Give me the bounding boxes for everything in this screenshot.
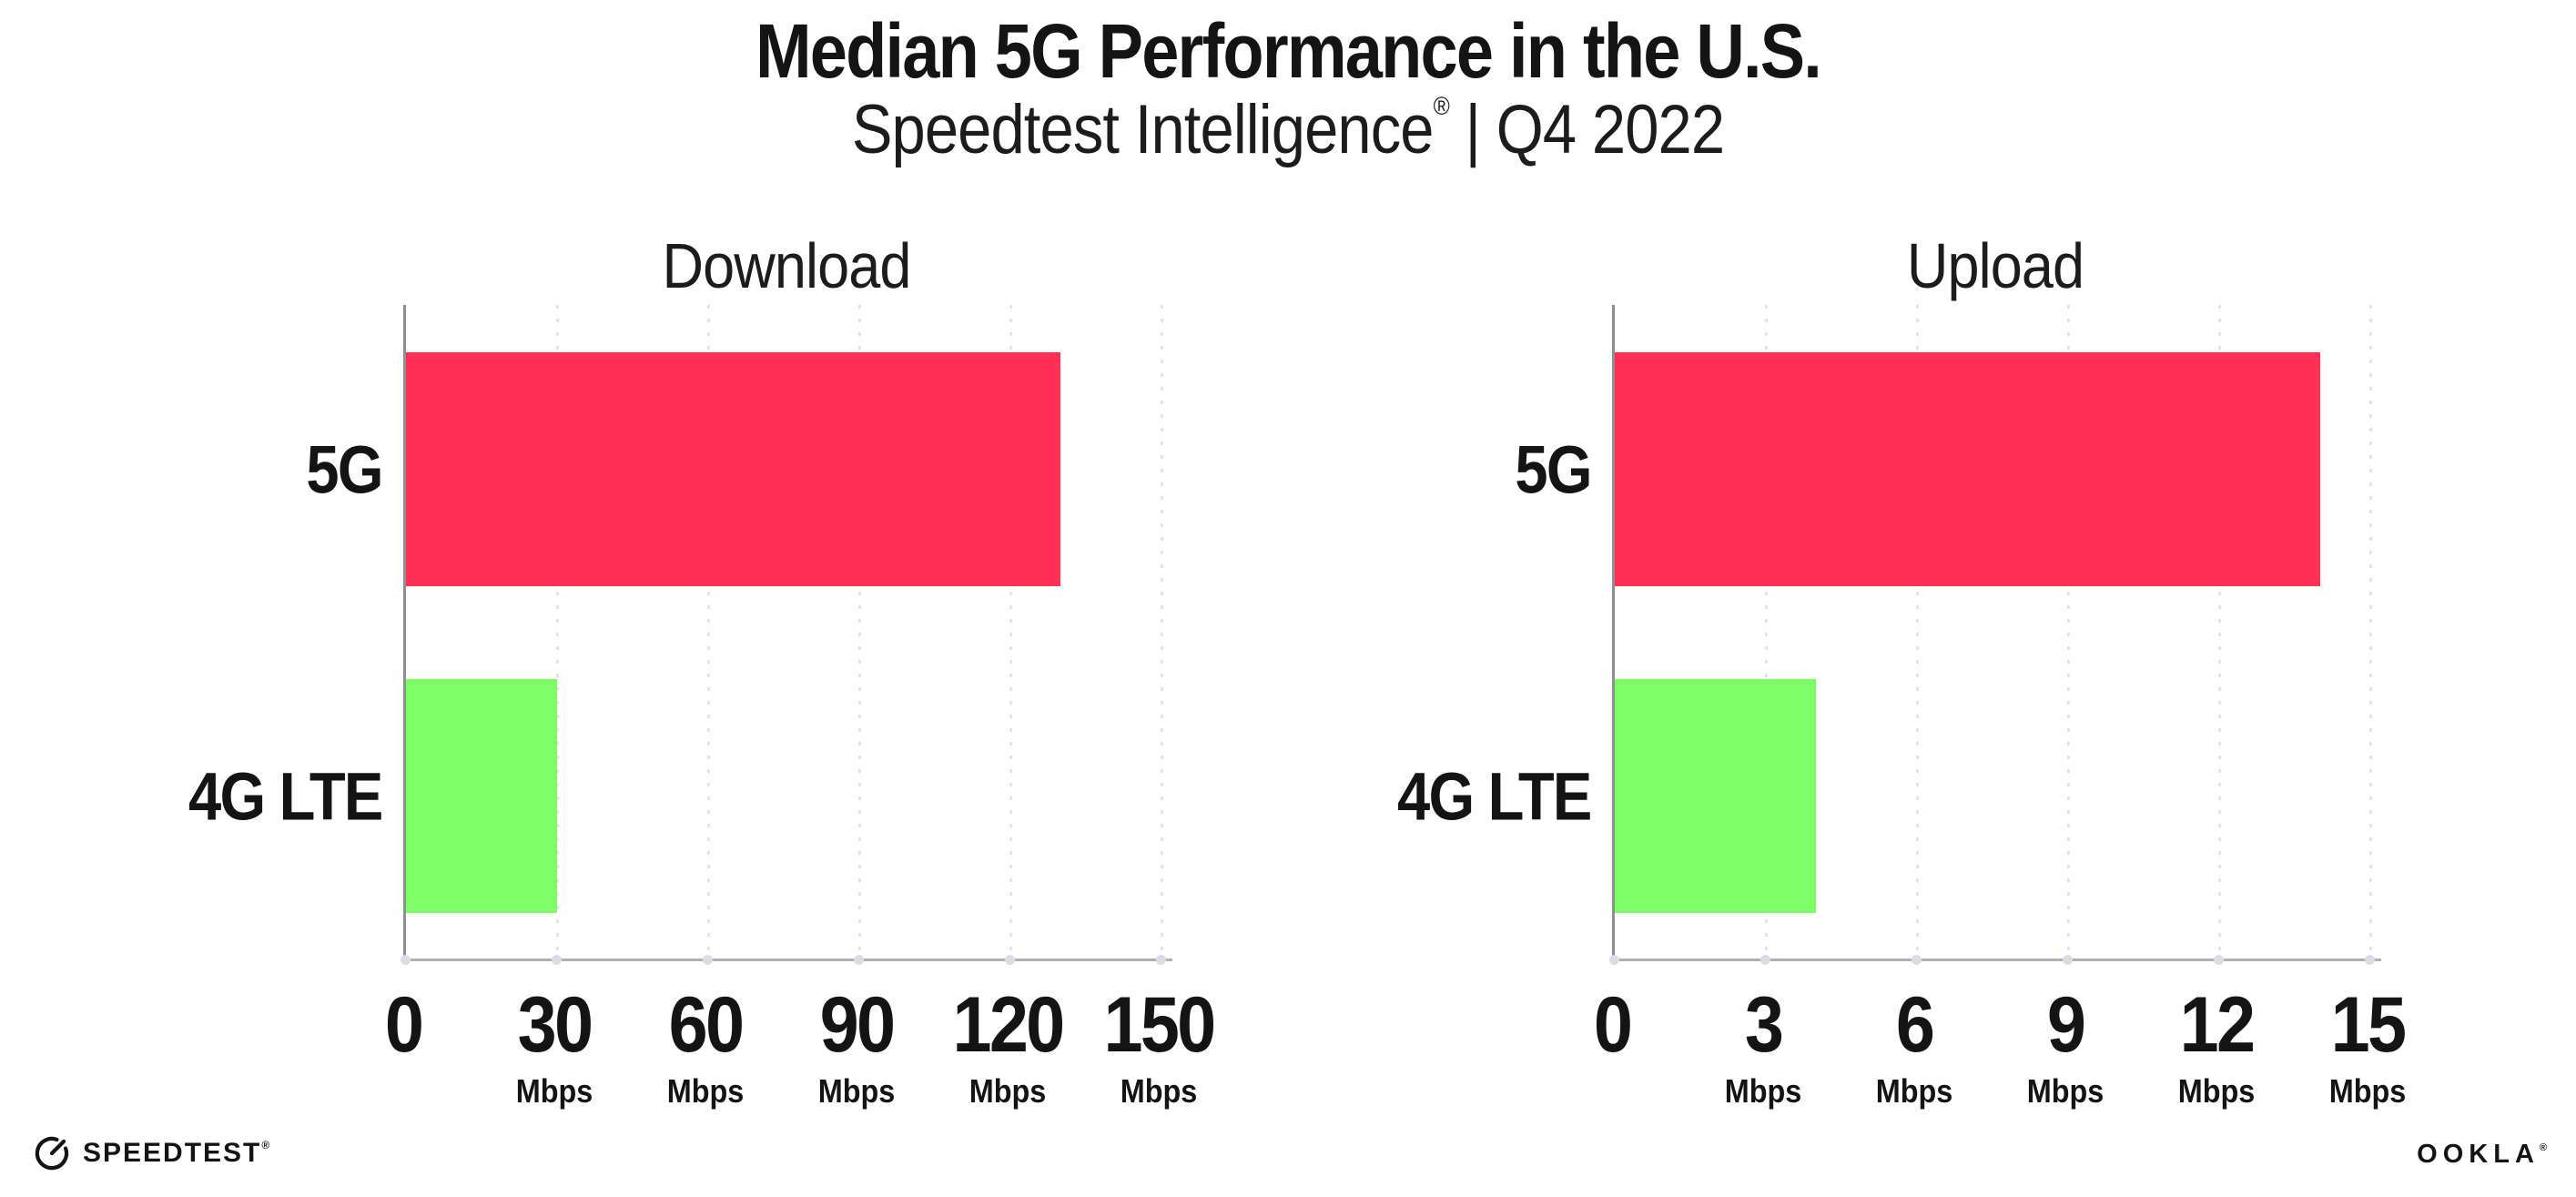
page-title: Median 5G Performance in the U.S. — [755, 8, 1822, 94]
subtitle-period: | Q4 2022 — [1448, 91, 1726, 168]
download-axis-tick-150 — [1156, 955, 1166, 965]
download-axis-tick-0 — [401, 955, 411, 965]
speedtest-registered-icon: ® — [261, 1139, 270, 1151]
upload-category-label-5g: 5G — [1515, 431, 1593, 507]
upload-tick-value-15: 15 — [2330, 981, 2407, 1069]
download-tick-value-0: 0 — [384, 981, 424, 1069]
upload-tick-unit-15: Mbps — [2328, 1072, 2407, 1110]
upload-chart: Upload 5G 4G LTE 0 3 Mbps 6 Mbps 9 Mbps 12 Mbps 15… — [1339, 229, 2407, 1108]
download-axis-tick-30 — [552, 955, 562, 965]
upload-tick-unit-9: Mbps — [2026, 1072, 2104, 1110]
upload-gridline-3 — [1765, 305, 1768, 959]
download-axis-tick-90 — [854, 955, 864, 965]
upload-tick-value-12: 12 — [2179, 981, 2256, 1069]
upload-tick-label-9: 9 Mbps — [2027, 986, 2104, 1108]
download-tick-unit-90: Mbps — [817, 1072, 896, 1110]
download-tick-unit-60: Mbps — [666, 1072, 745, 1110]
download-tick-unit-150: Mbps — [1120, 1072, 1198, 1110]
registered-trademark-icon: ® — [1433, 92, 1450, 120]
download-tick-label-120: 120 Mbps — [952, 981, 1065, 1110]
download-gridline-150 — [1161, 305, 1163, 959]
speedtest-gauge-icon — [33, 1134, 71, 1172]
download-category-label-4g-lte: 4G LTE — [188, 758, 383, 834]
download-tick-label-0: 0 — [384, 981, 424, 1069]
download-bar-5g — [406, 352, 1061, 586]
download-gridline-60 — [707, 305, 710, 959]
page-subtitle: Speedtest Intelligence® | Q4 2022 — [155, 93, 2421, 167]
speedtest-wordmark: SPEEDTEST® — [83, 1138, 269, 1169]
upload-tick-value-6: 6 — [1895, 981, 1935, 1069]
upload-tick-value-9: 9 — [2046, 981, 2086, 1069]
upload-axis-tick-0 — [1609, 955, 1619, 965]
upload-bar-4g-lte — [1615, 679, 1817, 913]
upload-axis-tick-3 — [1760, 955, 1770, 965]
upload-x-axis: 0 3 Mbps 6 Mbps 9 Mbps 12 Mbps 15 Mbps — [1594, 986, 2407, 1113]
download-chart: Download 5G 4G LTE 0 30 Mbps 60 Mbps 90 Mbps 120… — [130, 229, 1216, 1108]
download-tick-label-30: 30 Mbps — [516, 986, 593, 1108]
download-tick-value-60: 60 — [668, 981, 745, 1069]
download-tick-value-30: 30 — [517, 981, 593, 1069]
upload-tick-label-3: 3 Mbps — [1725, 986, 1802, 1108]
upload-tick-label-6: 6 Mbps — [1876, 986, 1953, 1108]
upload-axis-tick-12 — [2214, 955, 2224, 965]
download-axis-tick-120 — [1005, 955, 1015, 965]
upload-axis-tick-9 — [2063, 955, 2073, 965]
upload-gridline-12 — [2218, 305, 2221, 959]
upload-tick-label-15: 15 Mbps — [2329, 986, 2407, 1108]
download-gridline-90 — [858, 305, 861, 959]
download-tick-label-60: 60 Mbps — [667, 986, 745, 1108]
download-plot-area: 5G 4G LTE — [188, 305, 1172, 965]
download-axis-tick-60 — [703, 955, 713, 965]
upload-gridline-6 — [1916, 305, 1919, 959]
download-tick-value-120: 120 — [952, 981, 1065, 1069]
upload-gridline-9 — [2067, 305, 2070, 959]
upload-category-label-4g-lte: 4G LTE — [1397, 758, 1592, 834]
download-tick-label-90: 90 Mbps — [818, 986, 896, 1108]
download-tick-value-90: 90 — [819, 981, 896, 1069]
upload-tick-label-12: 12 Mbps — [2178, 986, 2256, 1108]
download-tick-label-150: 150 Mbps — [1103, 981, 1216, 1110]
upload-gridline-15 — [2369, 305, 2372, 959]
upload-axis-tick-15 — [2365, 955, 2375, 965]
subtitle-brand: Speedtest Intelligence — [851, 91, 1435, 168]
download-tick-unit-120: Mbps — [969, 1072, 1047, 1110]
speedtest-label: SPEEDTEST — [83, 1138, 262, 1168]
upload-plot-area: 5G 4G LTE — [1397, 305, 2381, 965]
download-category-label-5g: 5G — [306, 431, 384, 507]
ookla-label: OOKLA — [2417, 1140, 2540, 1169]
upload-tick-value-3: 3 — [1744, 981, 1784, 1069]
upload-tick-value-0: 0 — [1593, 981, 1633, 1069]
download-gridline-120 — [1009, 305, 1012, 959]
download-chart-title: Download — [662, 230, 912, 301]
upload-axis-tick-6 — [1912, 955, 1922, 965]
upload-bar-5g — [1615, 352, 2320, 586]
ookla-registered-icon: ® — [2539, 1142, 2547, 1153]
upload-tick-unit-12: Mbps — [2177, 1072, 2256, 1110]
upload-tick-label-0: 0 — [1593, 981, 1633, 1069]
download-gridline-30 — [556, 305, 559, 959]
download-x-axis: 0 30 Mbps 60 Mbps 90 Mbps 120 Mbps 150 Mbps — [385, 981, 1216, 1113]
download-bar-4g-lte — [406, 679, 557, 913]
upload-tick-unit-6: Mbps — [1875, 1072, 1953, 1110]
download-tick-unit-30: Mbps — [515, 1072, 593, 1110]
download-tick-value-150: 150 — [1103, 981, 1216, 1069]
ookla-logo: OOKLA® — [2417, 1140, 2547, 1170]
upload-chart-title: Upload — [1906, 230, 2084, 301]
upload-tick-unit-3: Mbps — [1724, 1072, 1802, 1110]
speedtest-logo: SPEEDTEST® — [33, 1134, 269, 1172]
